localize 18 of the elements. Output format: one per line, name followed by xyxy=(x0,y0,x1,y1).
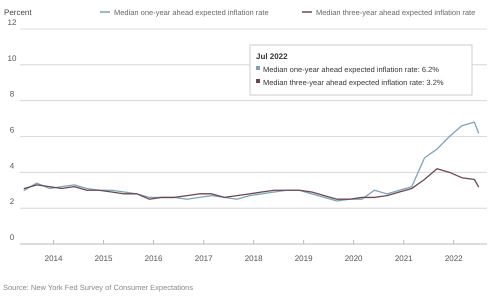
y-tick-label: 6 xyxy=(10,126,15,134)
x-tick-label: 2020 xyxy=(344,254,364,263)
x-tick-label: 2015 xyxy=(94,254,113,263)
annotation: Jul 2022 xyxy=(256,52,288,61)
x-tick-label: 2018 xyxy=(244,254,264,263)
x-tick-label: 2022 xyxy=(444,254,464,263)
y-tick-label: 0 xyxy=(10,233,15,242)
x-tick-label: 2016 xyxy=(144,254,163,263)
x-tick-label: 2019 xyxy=(294,254,314,263)
y-axis-title: Percent xyxy=(4,8,32,17)
x-tick-label: 2014 xyxy=(44,254,63,263)
y-tick-label: 8 xyxy=(10,90,15,99)
y-tick-label: 10 xyxy=(8,54,17,63)
y-tick-label: 4 xyxy=(10,161,15,170)
x-tick-label: 2021 xyxy=(394,254,414,263)
y-tick-label: 2 xyxy=(10,197,15,206)
x-tick-label: 2017 xyxy=(194,254,214,263)
y-tick-label: 12 xyxy=(8,18,17,27)
